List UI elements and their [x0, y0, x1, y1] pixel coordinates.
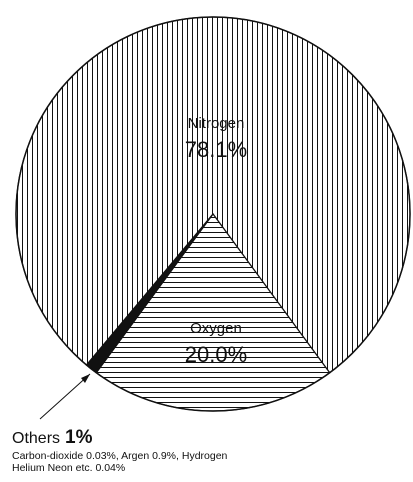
oxygen-label: Oxygen — [190, 320, 242, 337]
pie-outline — [15, 16, 411, 412]
others-callout: Others 1% Carbon-dioxide 0.03%, Argen 0.9… — [12, 428, 352, 475]
oxygen-label-group: Oxygen 20.0% — [185, 320, 247, 367]
callout-arrow-line — [39, 373, 91, 420]
others-callout-heading: Others 1% — [12, 428, 352, 449]
nitrogen-label: Nitrogen — [188, 115, 245, 132]
nitrogen-label-group: Nitrogen 78.1% — [185, 115, 247, 162]
callout-arrow-head — [81, 374, 90, 383]
others-callout-label: Others — [12, 430, 61, 447]
oxygen-value-label: 20.0% — [185, 342, 247, 367]
nitrogen-value-label: 78.1% — [185, 137, 247, 162]
others-callout-note: Carbon-dioxide 0.03%, Argen 0.9%, Hydrog… — [12, 450, 228, 474]
others-callout-value: 1% — [65, 427, 93, 448]
